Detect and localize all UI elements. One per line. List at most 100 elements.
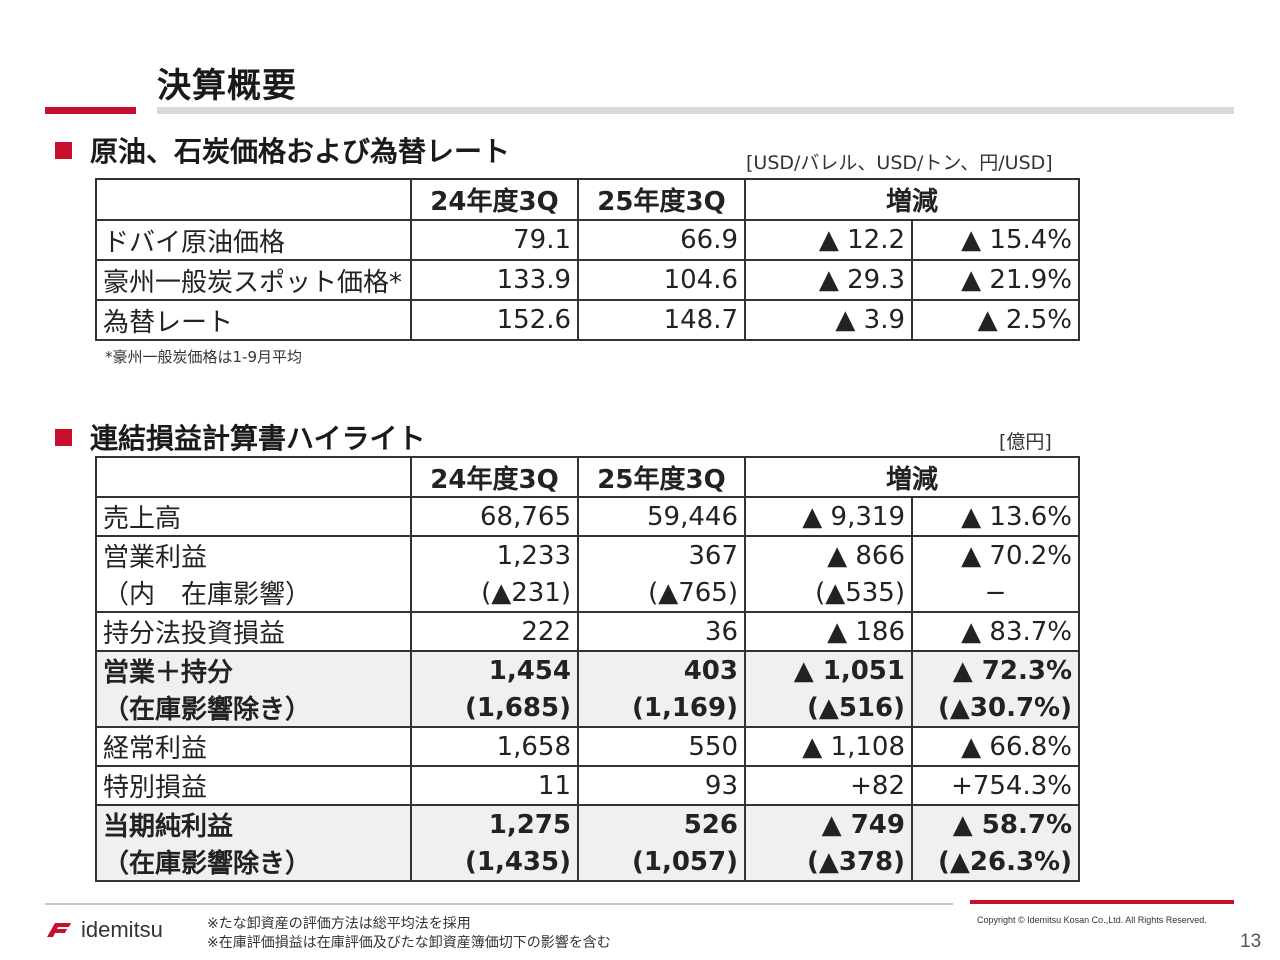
cell-pct: (▲30.7%) xyxy=(911,689,1080,728)
cell-pct: ▲ 13.6% xyxy=(911,496,1080,537)
row-label: 営業利益 xyxy=(95,535,412,574)
table-row: （在庫影響除き） (1,685) (1,169) (▲516) (▲30.7%) xyxy=(95,689,1080,728)
header-fy24: 24年度3Q xyxy=(410,456,579,498)
table-row: （在庫影響除き） (1,435) (1,057) (▲378) (▲26.3%) xyxy=(95,843,1080,882)
unit-label: [USD/バレル、USD/トン、円/USD] xyxy=(746,152,1053,174)
cell-pct: ▲ 83.7% xyxy=(911,611,1080,652)
cell-fy25: (1,057) xyxy=(577,843,746,882)
unit-label: [億円] xyxy=(999,431,1052,453)
cell-fy24: 152.6 xyxy=(410,299,579,341)
cell-fy25: 367 xyxy=(577,535,746,574)
cell-fy25: 66.9 xyxy=(577,219,746,261)
cell-fy24: 1,454 xyxy=(410,650,579,689)
cell-fy24: 1,233 xyxy=(410,535,579,574)
table-row: 営業＋持分 1,454 403 ▲ 1,051 ▲ 72.3% xyxy=(95,650,1080,689)
cell-fy25: 526 xyxy=(577,804,746,843)
cell-pct: +754.3% xyxy=(911,765,1080,806)
table-row: 特別損益 11 93 +82 +754.3% xyxy=(95,765,1080,806)
logo-text: idemitsu xyxy=(81,917,163,942)
cell-fy25: 104.6 xyxy=(577,259,746,301)
company-logo: idemitsu xyxy=(45,917,163,943)
row-label: 当期純利益 xyxy=(95,804,412,843)
table-row: 当期純利益 1,275 526 ▲ 749 ▲ 58.7% xyxy=(95,804,1080,843)
header-fy25: 25年度3Q xyxy=(577,178,746,221)
cell-diff: (▲535) xyxy=(744,574,913,613)
title-accent-bar xyxy=(45,107,136,114)
table-row: 営業利益 1,233 367 ▲ 866 ▲ 70.2% xyxy=(95,535,1080,574)
header-change: 増減 xyxy=(744,178,1080,221)
cell-diff: ▲ 3.9 xyxy=(744,299,913,341)
cell-fy25: 36 xyxy=(577,611,746,652)
table-row: ドバイ原油価格 79.1 66.9 ▲ 12.2 ▲ 15.4% xyxy=(95,219,1080,261)
cell-diff: ▲ 866 xyxy=(744,535,913,574)
table-row: 為替レート 152.6 148.7 ▲ 3.9 ▲ 2.5% xyxy=(95,299,1080,341)
table-header-row: 24年度3Q 25年度3Q 増減 xyxy=(95,456,1080,498)
page-number: 13 xyxy=(1240,931,1262,952)
bullet-square-icon xyxy=(55,428,72,446)
row-label: （内 在庫影響） xyxy=(95,574,412,613)
cell-diff: ▲ 29.3 xyxy=(744,259,913,301)
cell-fy24: (▲231) xyxy=(410,574,579,613)
cell-diff: +82 xyxy=(744,765,913,806)
footnote-valuation: ※たな卸資産の評価方法は総平均法を採用 xyxy=(207,916,471,932)
footer-divider xyxy=(45,903,953,905)
row-label: 営業＋持分 xyxy=(95,650,412,689)
row-label: 持分法投資損益 xyxy=(95,611,412,652)
cell-pct: ▲ 15.4% xyxy=(911,219,1080,261)
section-heading-text: 原油、石炭価格および為替レート xyxy=(90,135,511,168)
cell-pct: ▲ 70.2% xyxy=(911,535,1080,574)
cell-fy24: 133.9 xyxy=(410,259,579,301)
header-blank xyxy=(95,178,412,221)
income-table: 24年度3Q 25年度3Q 増減 売上高 68,765 59,446 ▲ 9,3… xyxy=(95,456,1080,882)
copyright-text: Copyright © Idemitsu Kosan Co.,Ltd. All … xyxy=(977,915,1207,925)
cell-pct: ▲ 21.9% xyxy=(911,259,1080,301)
row-label: 経常利益 xyxy=(95,726,412,767)
cell-pct: ▲ 66.8% xyxy=(911,726,1080,767)
cell-fy24: 68,765 xyxy=(410,496,579,537)
cell-fy25: 550 xyxy=(577,726,746,767)
cell-pct: ▲ 2.5% xyxy=(911,299,1080,341)
cell-fy25: 148.7 xyxy=(577,299,746,341)
cell-diff: (▲516) xyxy=(744,689,913,728)
cell-fy24: (1,435) xyxy=(410,843,579,882)
table-footnote: *豪州一般炭価格は1-9月平均 xyxy=(105,348,303,366)
header-change: 増減 xyxy=(744,456,1080,498)
table-row: 経常利益 1,658 550 ▲ 1,108 ▲ 66.8% xyxy=(95,726,1080,767)
cell-fy24: 1,658 xyxy=(410,726,579,767)
footer-accent-bar xyxy=(970,900,1234,904)
cell-fy24: 222 xyxy=(410,611,579,652)
cell-fy25: (▲765) xyxy=(577,574,746,613)
cell-pct: ▲ 72.3% xyxy=(911,650,1080,689)
section-heading-income: 連結損益計算書ハイライト xyxy=(55,417,425,457)
table-row: （内 在庫影響） (▲231) (▲765) (▲535) − xyxy=(95,574,1080,613)
row-label: 売上高 xyxy=(95,496,412,537)
table-header-row: 24年度3Q 25年度3Q 増減 xyxy=(95,178,1080,221)
table-row: 持分法投資損益 222 36 ▲ 186 ▲ 83.7% xyxy=(95,611,1080,652)
table-row: 売上高 68,765 59,446 ▲ 9,319 ▲ 13.6% xyxy=(95,496,1080,537)
cell-fy25: 403 xyxy=(577,650,746,689)
title-underline xyxy=(157,107,1234,114)
row-label: 為替レート xyxy=(95,299,412,341)
cell-pct: − xyxy=(911,574,1080,613)
cell-diff: ▲ 12.2 xyxy=(744,219,913,261)
cell-diff: (▲378) xyxy=(744,843,913,882)
cell-fy24: (1,685) xyxy=(410,689,579,728)
row-label: 豪州一般炭スポット価格* xyxy=(95,259,412,301)
row-label: ドバイ原油価格 xyxy=(95,219,412,261)
cell-fy25: (1,169) xyxy=(577,689,746,728)
idemitsu-logo-icon xyxy=(47,923,71,937)
cell-fy24: 79.1 xyxy=(410,219,579,261)
cell-fy25: 59,446 xyxy=(577,496,746,537)
cell-pct: (▲26.3%) xyxy=(911,843,1080,882)
section-heading-text: 連結損益計算書ハイライト xyxy=(90,422,426,455)
row-label: （在庫影響除き） xyxy=(95,689,412,728)
page-title: 決算概要 xyxy=(157,66,297,106)
header-blank xyxy=(95,456,412,498)
row-label: 特別損益 xyxy=(95,765,412,806)
table-row: 豪州一般炭スポット価格* 133.9 104.6 ▲ 29.3 ▲ 21.9% xyxy=(95,259,1080,301)
header-fy25: 25年度3Q xyxy=(577,456,746,498)
cell-diff: ▲ 9,319 xyxy=(744,496,913,537)
bullet-square-icon xyxy=(55,141,72,159)
price-table: 24年度3Q 25年度3Q 増減 ドバイ原油価格 79.1 66.9 ▲ 12.… xyxy=(95,178,1080,341)
row-label: （在庫影響除き） xyxy=(95,843,412,882)
